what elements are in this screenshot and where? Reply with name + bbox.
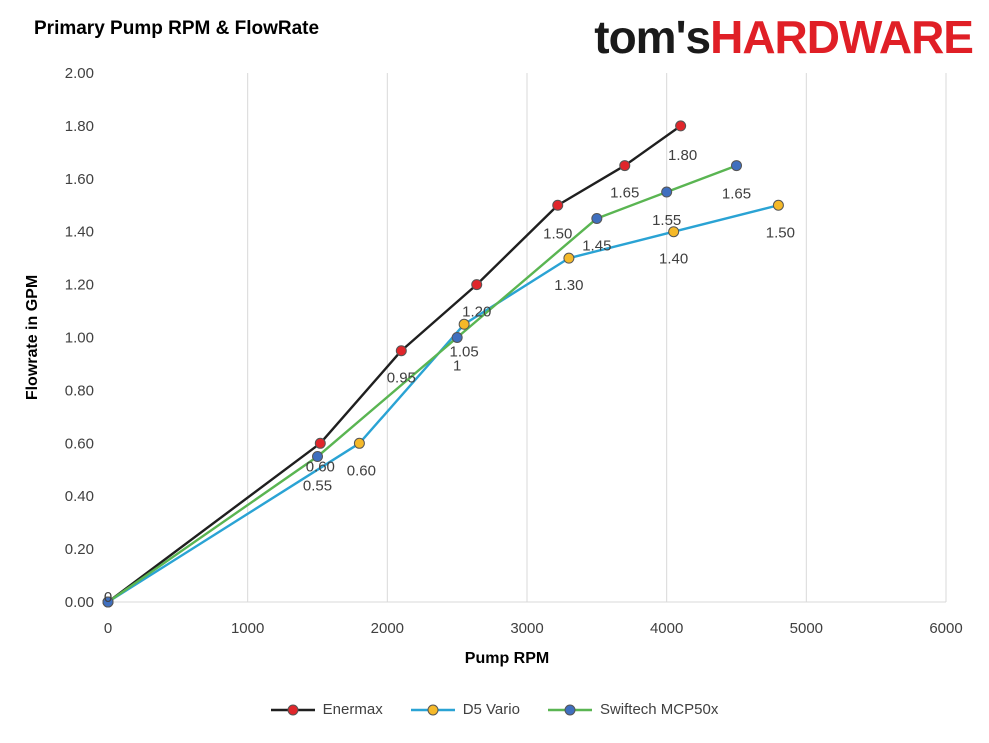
data-label: 1.50 <box>543 225 572 242</box>
y-tick-label: 1.80 <box>65 118 94 135</box>
data-point <box>353 437 365 449</box>
brand-logo: tom'sHARDWARE <box>594 11 974 63</box>
x-tick-label: 3000 <box>510 620 543 637</box>
x-tick-label: 6000 <box>929 620 962 637</box>
data-label: 1.55 <box>652 212 681 229</box>
data-label: 0.95 <box>387 370 416 387</box>
legend-label: Enermax <box>322 701 383 718</box>
y-tick-label: 1.20 <box>65 277 94 294</box>
legend-swatch <box>547 704 592 715</box>
y-tick-label: 1.00 <box>65 330 94 347</box>
line-chart: 0 1000 2000 3000 4000 5000 6000 0.00 0.20 0.40 0.6… <box>24 65 963 667</box>
data-label: 1.20 <box>462 304 491 321</box>
data-label: 0.60 <box>347 462 376 479</box>
data-point <box>458 318 470 330</box>
data-label: 0.60 <box>306 458 335 475</box>
data-label: 1.30 <box>554 277 583 294</box>
series-line-1 <box>107 204 779 604</box>
x-tick-label: 5000 <box>790 620 823 637</box>
data-label: 1.80 <box>668 147 697 164</box>
legend-swatch <box>270 704 315 715</box>
data-point <box>395 345 407 357</box>
x-tick-label: 4000 <box>650 620 683 637</box>
series-line-2 <box>107 164 737 603</box>
data-point <box>668 226 680 238</box>
y-tick-label: 0.20 <box>65 541 94 558</box>
chart-title: Primary Pump RPM & FlowRate <box>34 18 320 39</box>
data-point <box>675 120 687 132</box>
data-point <box>591 212 603 224</box>
x-tick-label: 2000 <box>371 620 404 637</box>
data-label: 1.65 <box>610 185 639 202</box>
chart-legend: Enermax D5 Vario Swiftech MCP50x <box>0 701 989 718</box>
data-label: 0.55 <box>303 478 332 495</box>
data-label: 1.65 <box>722 186 751 203</box>
data-label: 1.05 <box>450 343 479 360</box>
data-point <box>563 252 575 264</box>
y-tick-label: 1.60 <box>65 171 94 188</box>
data-point <box>619 160 631 172</box>
y-tick-label: 0.60 <box>65 435 94 452</box>
data-label: 1.40 <box>659 251 688 268</box>
data-point <box>731 160 742 172</box>
data-label: 0 <box>104 589 112 606</box>
legend-swatch <box>410 704 455 715</box>
y-tick-label: 0.00 <box>65 594 94 611</box>
data-point <box>552 199 564 211</box>
legend-item: Swiftech MCP50x <box>547 701 719 718</box>
data-point <box>471 279 483 291</box>
data-point <box>772 199 784 211</box>
y-tick-label: 2.00 <box>65 65 94 82</box>
legend-item: Enermax <box>270 701 383 718</box>
legend-label: Swiftech MCP50x <box>599 701 719 718</box>
y-axis-title: Flowrate in GPM <box>24 275 41 400</box>
data-label: 1.50 <box>766 224 795 241</box>
data-label: 1 <box>453 358 461 375</box>
x-tick-label: 1000 <box>231 620 264 637</box>
data-point <box>661 186 673 198</box>
x-tick-label: 0 <box>104 620 112 637</box>
y-tick-label: 1.40 <box>65 224 94 241</box>
data-label: 1.45 <box>582 237 611 254</box>
data-point <box>314 437 326 449</box>
series-line-0 <box>107 124 682 603</box>
x-axis-title: Pump RPM <box>465 650 549 667</box>
legend-label: D5 Vario <box>462 701 520 718</box>
data-point <box>451 332 463 343</box>
data-point <box>312 451 323 463</box>
y-tick-label: 0.80 <box>65 382 94 399</box>
data-point <box>102 596 114 608</box>
y-tick-label: 0.40 <box>65 488 94 505</box>
legend-item: D5 Vario <box>410 701 520 718</box>
